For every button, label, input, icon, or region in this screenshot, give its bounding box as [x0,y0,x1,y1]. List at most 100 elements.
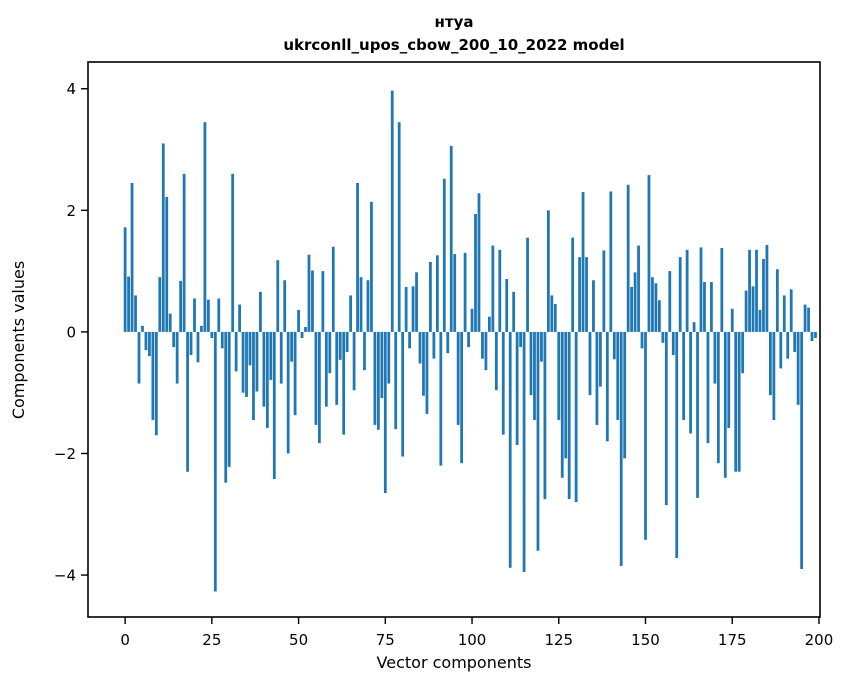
bar [623,331,627,459]
bar [196,331,200,363]
bar [630,286,634,332]
bar [290,331,294,362]
bar [248,331,252,366]
bar [179,280,183,332]
bar [324,331,328,407]
bar [564,331,568,459]
bar [189,331,193,355]
bar [758,310,762,332]
bar [803,304,807,332]
bar [352,331,356,391]
bar [612,331,616,360]
bar [633,272,637,332]
bar [321,271,325,332]
bar [730,308,734,332]
bar [453,254,457,332]
bar [529,331,533,396]
bar [224,331,228,483]
bar [488,316,491,332]
bar [439,331,443,466]
bar [425,331,429,414]
x-tick-label: 125 [544,631,573,649]
bar [703,282,706,332]
chart-title: нтуа [435,13,474,31]
bar [710,282,713,332]
y-tick-label: 4 [66,80,76,98]
bar [588,331,592,396]
bar [550,295,554,332]
bar [779,331,783,369]
bar [366,280,370,332]
bar [737,331,741,472]
bar [338,331,342,360]
bar [200,325,203,332]
bar [508,331,512,568]
bar [148,331,151,357]
bar [328,331,332,374]
bar [720,248,724,332]
bar [533,331,536,421]
bar [227,331,231,467]
bar [668,271,672,332]
x-tick-label: 200 [805,631,834,649]
bar [727,331,731,428]
bar [741,331,745,374]
bar [515,331,519,445]
bar [463,252,467,332]
bar [456,331,460,425]
bar [394,331,398,430]
bar [786,331,790,359]
bar [477,193,481,332]
bar [775,269,779,332]
bar [796,331,800,405]
bar [578,257,581,332]
bar [706,331,710,444]
bar [491,245,495,332]
bar [238,304,241,332]
bar [186,331,189,472]
x-axis: 0 25 50 75 100 125 150 175 200 [120,617,833,649]
bar [265,331,269,428]
bar [609,191,613,332]
bar [429,261,432,332]
bar [599,331,602,387]
bar [536,331,540,551]
bar [449,145,453,332]
bar [286,331,290,454]
bar [168,313,172,332]
bar [154,331,158,436]
bar [193,298,196,332]
bar [494,331,498,391]
x-tick-label: 25 [202,631,221,649]
bar [769,331,772,396]
bar [647,175,651,332]
bar [345,331,349,352]
y-tick-label: −4 [54,567,76,585]
y-tick-label: −2 [54,445,76,463]
bar [363,331,366,371]
bar [782,295,786,332]
bar [418,331,422,364]
bar [574,331,578,503]
bar [755,249,758,332]
bar [203,122,207,332]
bar [474,213,477,332]
bar [373,331,377,425]
bar [432,331,436,359]
bar [370,201,373,332]
bar [557,331,561,421]
bar [220,331,224,349]
bar [692,322,696,332]
bar [762,258,765,332]
bar [595,331,599,425]
bar [241,331,245,393]
bar [526,237,529,332]
bar [505,279,509,332]
bar [172,331,176,348]
bar [380,331,384,399]
bar [359,277,363,332]
bar [331,246,335,332]
bar [470,308,474,332]
y-axis: −4 −2 0 2 4 [54,80,88,585]
y-tick-label: 2 [66,202,76,220]
